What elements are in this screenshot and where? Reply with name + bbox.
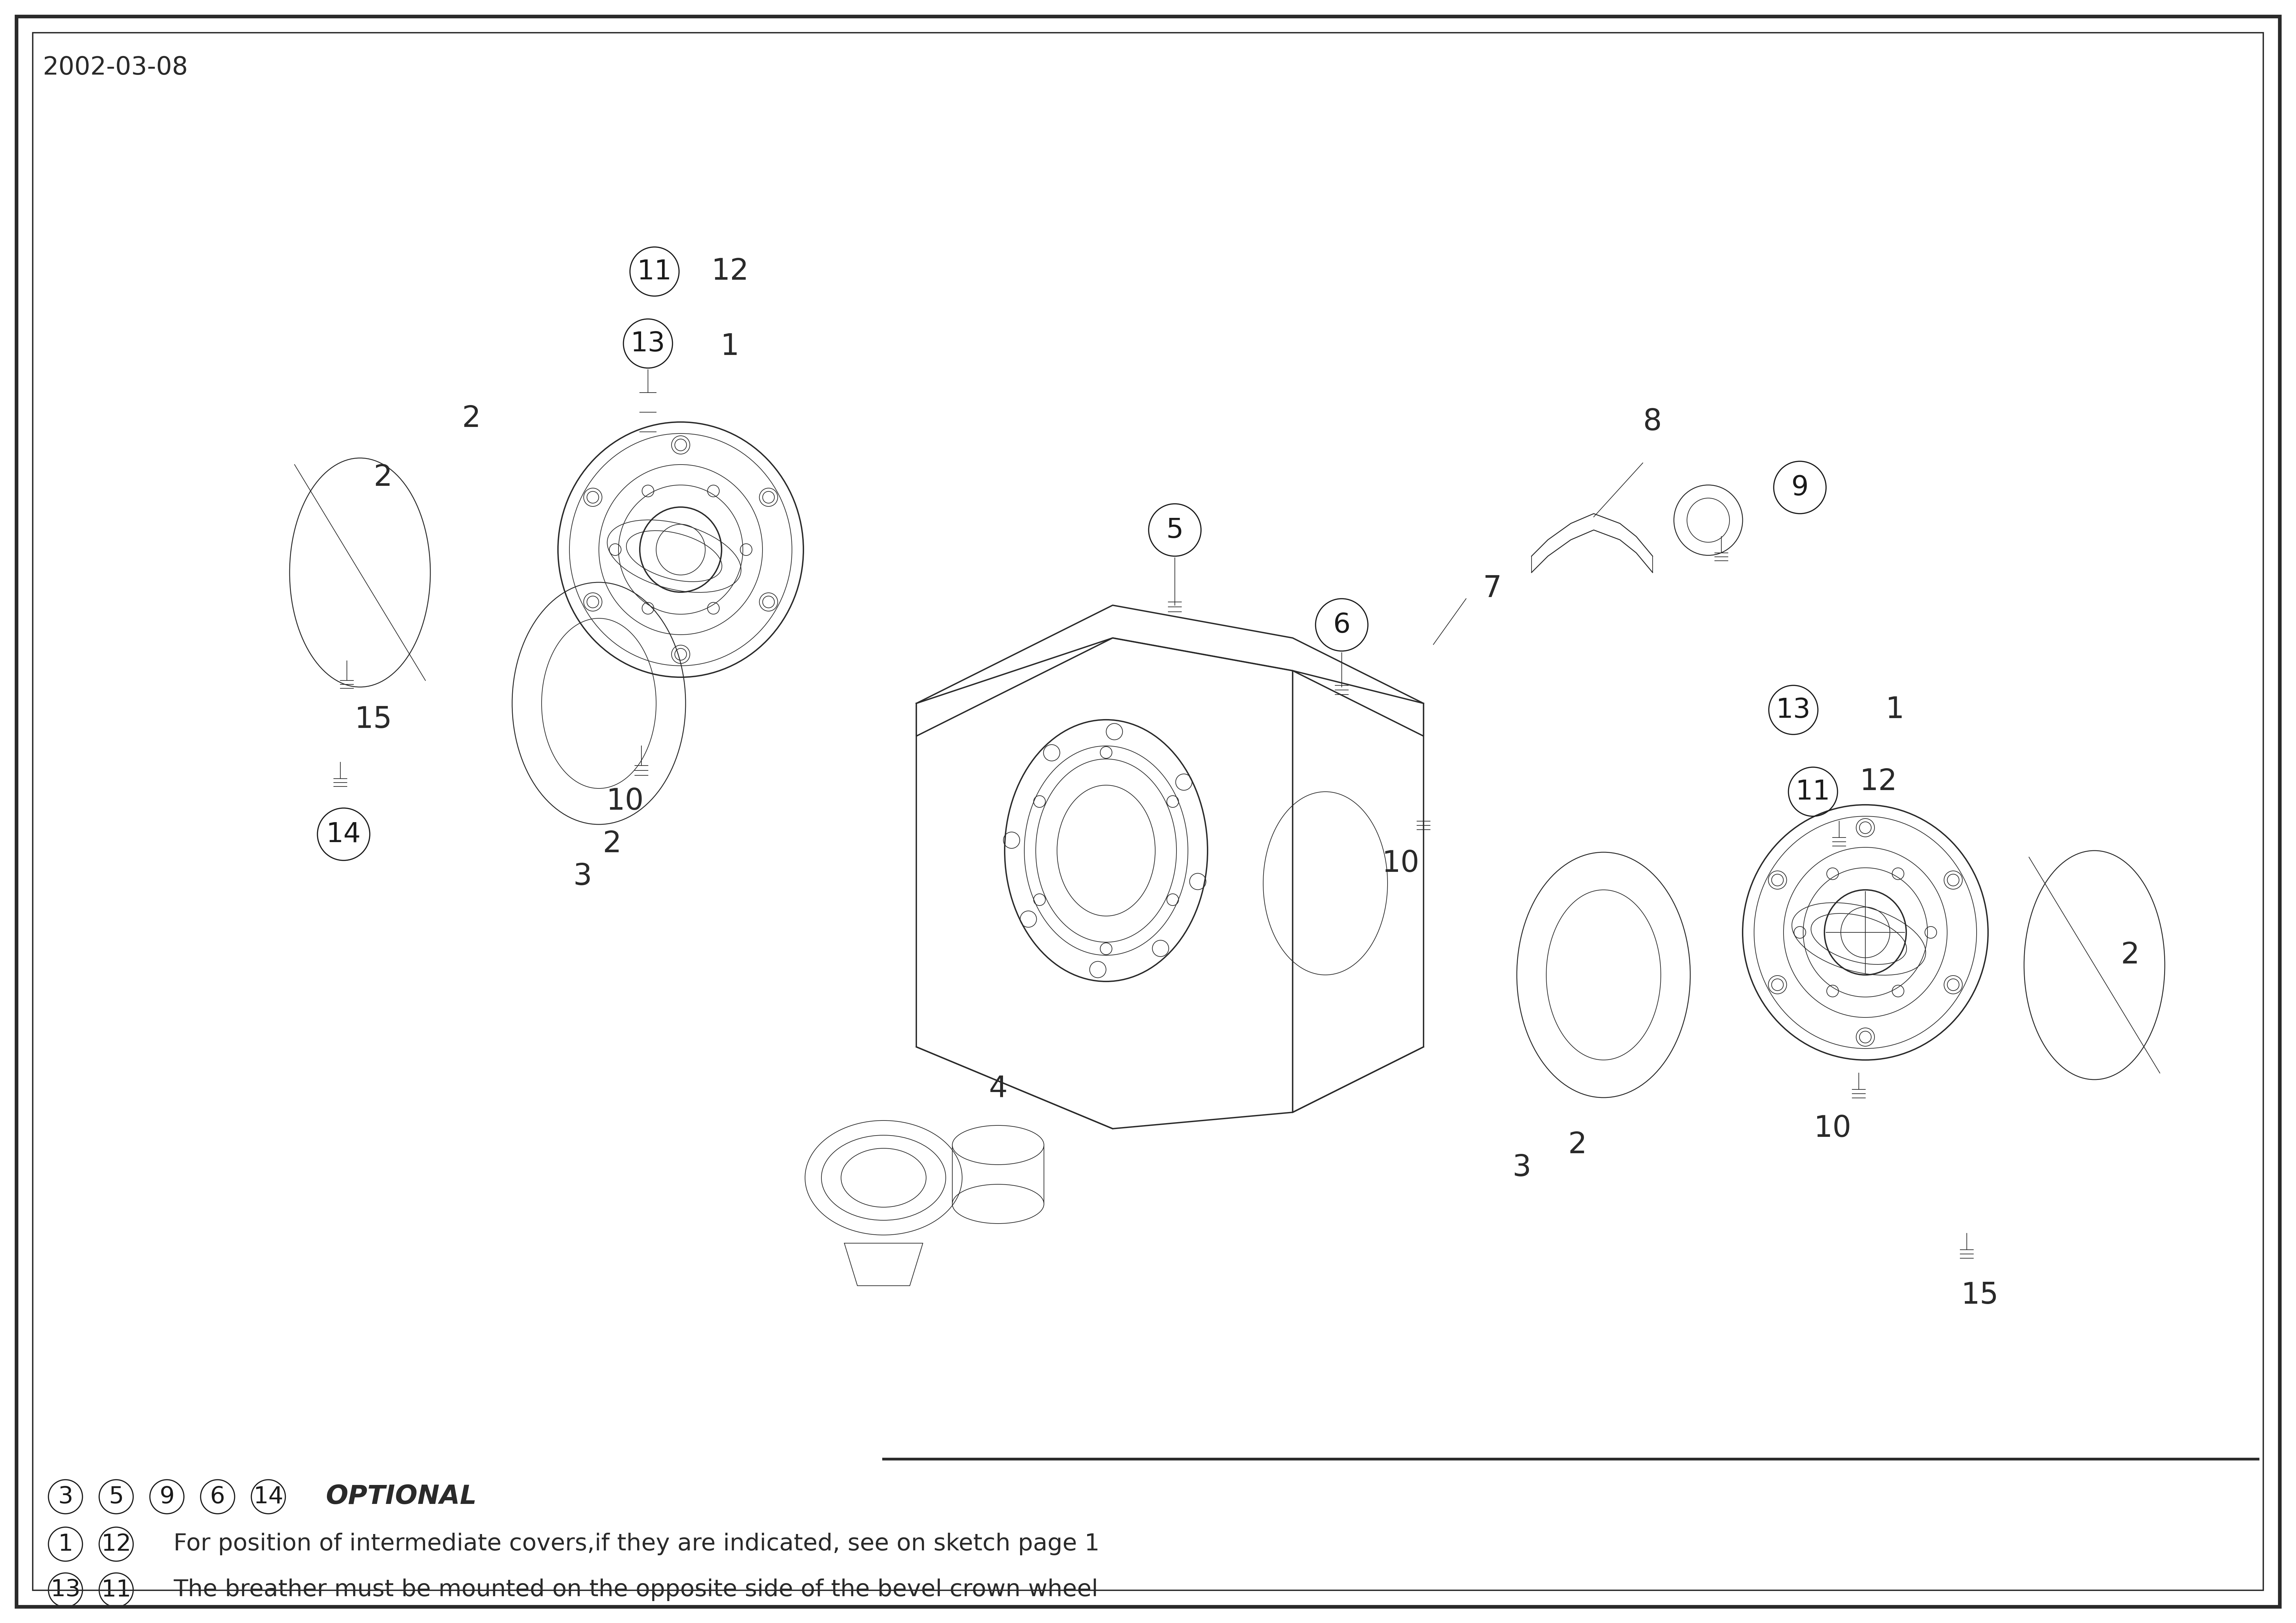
Text: 12: 12	[101, 1532, 131, 1555]
Text: 8: 8	[1644, 407, 1662, 437]
Text: 11: 11	[636, 258, 673, 284]
Text: 1: 1	[1885, 696, 1903, 724]
Text: 11: 11	[101, 1579, 131, 1602]
Text: 12: 12	[712, 256, 748, 286]
Text: 10: 10	[1814, 1115, 1851, 1143]
Text: OPTIONAL: OPTIONAL	[326, 1483, 478, 1509]
Text: 15: 15	[1961, 1281, 1998, 1310]
Text: 2002-03-08: 2002-03-08	[44, 55, 188, 80]
Text: 12: 12	[1860, 768, 1896, 797]
Text: 6: 6	[211, 1485, 225, 1508]
Text: 5: 5	[108, 1485, 124, 1508]
Text: 13: 13	[1777, 696, 1812, 724]
Text: 3: 3	[1513, 1154, 1531, 1182]
Text: 9: 9	[1791, 474, 1809, 502]
Text: 2: 2	[461, 404, 480, 433]
Text: 2: 2	[1568, 1131, 1587, 1159]
Text: 4: 4	[990, 1074, 1008, 1104]
Text: 13: 13	[631, 329, 666, 357]
Text: 3: 3	[574, 862, 592, 891]
Text: 3: 3	[57, 1485, 73, 1508]
Text: 10: 10	[1382, 849, 1419, 878]
Text: 11: 11	[1795, 779, 1830, 805]
Text: 10: 10	[606, 787, 643, 816]
Text: 2: 2	[602, 829, 622, 859]
Text: 2: 2	[2122, 941, 2140, 969]
Text: The breather must be mounted on the opposite side of the bevel crown wheel: The breather must be mounted on the oppo…	[174, 1579, 1097, 1602]
Text: 15: 15	[354, 706, 393, 734]
Text: 2: 2	[374, 463, 393, 492]
Text: 14: 14	[326, 821, 360, 847]
Text: 14: 14	[253, 1485, 282, 1508]
Text: 1: 1	[721, 333, 739, 362]
Text: 5: 5	[1166, 516, 1182, 544]
Text: 9: 9	[158, 1485, 174, 1508]
Text: For position of intermediate covers,if they are indicated, see on sketch page 1: For position of intermediate covers,if t…	[174, 1532, 1100, 1555]
Text: 13: 13	[51, 1579, 80, 1602]
Text: 7: 7	[1483, 575, 1502, 604]
Text: 6: 6	[1334, 612, 1350, 638]
Text: 1: 1	[57, 1532, 73, 1555]
